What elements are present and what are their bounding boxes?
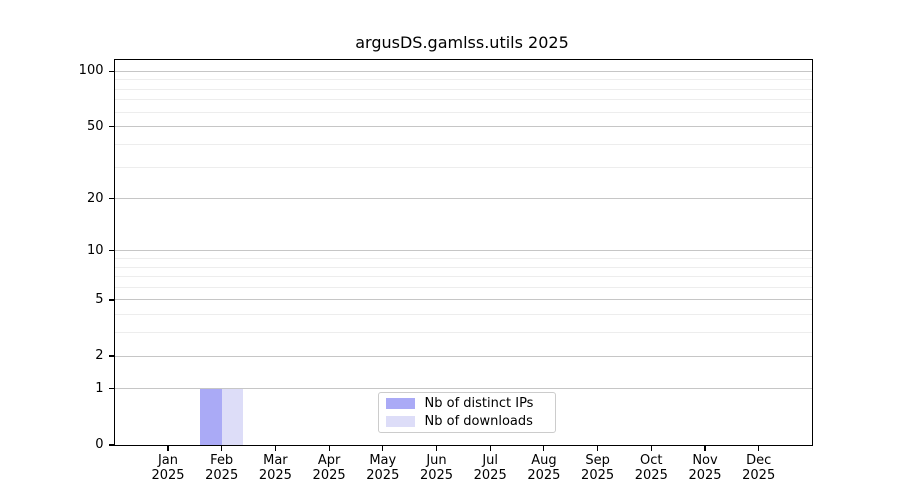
x-tick-month: Dec bbox=[746, 453, 772, 468]
legend-label-downloads: Nb of downloads bbox=[424, 413, 533, 429]
x-tick-mark bbox=[704, 445, 706, 451]
y-tick-mark bbox=[108, 388, 115, 390]
major-gridline bbox=[114, 299, 812, 301]
legend-item-downloads: Nb of downloads bbox=[385, 413, 555, 429]
x-tick-month: Feb bbox=[210, 453, 234, 468]
legend: Nb of distinct IPs Nb of downloads bbox=[377, 391, 556, 433]
x-tick-year: 2025 bbox=[258, 468, 292, 483]
bar-downloads bbox=[221, 388, 244, 445]
major-gridline bbox=[114, 198, 812, 200]
major-gridline bbox=[114, 355, 812, 357]
minor-gridline bbox=[114, 276, 812, 278]
x-tick-month: Sep bbox=[585, 453, 610, 468]
x-tick-mark bbox=[221, 445, 223, 451]
x-tick-year: 2025 bbox=[688, 468, 722, 483]
bar-distinct-ips bbox=[200, 388, 222, 445]
legend-item-distinct-ips: Nb of distinct IPs bbox=[385, 395, 555, 411]
major-gridline bbox=[114, 70, 812, 72]
y-tick-mark bbox=[108, 197, 115, 200]
y-tick-label: 5 bbox=[95, 291, 104, 307]
major-gridline bbox=[114, 126, 812, 128]
x-tick-year: 2025 bbox=[527, 468, 561, 483]
y-tick-label: 0 bbox=[95, 437, 104, 452]
x-tick-month: Nov bbox=[692, 453, 718, 468]
x-tick-year: 2025 bbox=[312, 468, 346, 483]
y-tick-mark bbox=[108, 299, 115, 301]
x-tick-mark bbox=[435, 445, 438, 451]
y-tick-label: 100 bbox=[78, 63, 104, 79]
x-tick-month: Aug bbox=[531, 453, 557, 468]
y-tick-mark bbox=[108, 355, 115, 357]
x-tick-year: 2025 bbox=[473, 468, 507, 483]
minor-gridline bbox=[114, 266, 812, 268]
x-tick-mark bbox=[597, 445, 599, 451]
y-tick-mark bbox=[108, 70, 115, 72]
x-tick-label: May 2025 bbox=[351, 453, 415, 483]
minor-gridline bbox=[114, 314, 812, 316]
x-tick-year: 2025 bbox=[742, 468, 776, 483]
minor-gridline bbox=[114, 166, 812, 168]
x-tick-label: Mar 2025 bbox=[243, 453, 307, 483]
y-tick-label: 20 bbox=[86, 190, 104, 206]
x-tick-label: Jan 2025 bbox=[136, 453, 200, 483]
y-tick-label: 2 bbox=[95, 348, 104, 364]
x-tick-label: Nov 2025 bbox=[673, 453, 737, 483]
x-tick-year: 2025 bbox=[151, 468, 185, 483]
x-tick-label: Dec 2025 bbox=[727, 453, 791, 483]
x-tick-label: Apr 2025 bbox=[297, 453, 361, 483]
legend-swatch-downloads bbox=[385, 415, 415, 427]
major-gridline bbox=[114, 250, 812, 252]
x-tick-month: Jul bbox=[482, 453, 499, 468]
x-tick-year: 2025 bbox=[205, 468, 239, 483]
x-tick-label: Aug 2025 bbox=[512, 453, 576, 483]
minor-gridline bbox=[114, 99, 812, 101]
x-tick-mark bbox=[650, 445, 652, 451]
y-tick-mark bbox=[108, 444, 115, 446]
x-tick-year: 2025 bbox=[634, 468, 668, 483]
x-tick-year: 2025 bbox=[419, 468, 454, 483]
x-tick-label: Jul 2025 bbox=[458, 453, 522, 483]
legend-label-distinct-ips: Nb of distinct IPs bbox=[424, 395, 534, 411]
chart-title: argusDS.gamlss.utils 2025 bbox=[355, 33, 569, 52]
x-tick-label: Sep 2025 bbox=[566, 453, 630, 483]
x-tick-month: May bbox=[369, 453, 397, 468]
x-tick-mark bbox=[382, 445, 384, 451]
y-tick-label: 1 bbox=[95, 380, 104, 396]
x-tick-mark bbox=[489, 445, 491, 451]
x-tick-month: Jun bbox=[426, 453, 447, 468]
x-tick-mark bbox=[328, 445, 330, 451]
minor-gridline bbox=[114, 88, 812, 90]
x-tick-month: Mar bbox=[263, 453, 288, 468]
y-tick-mark bbox=[108, 250, 115, 252]
minor-gridline bbox=[114, 111, 812, 113]
y-tick-mark bbox=[108, 126, 115, 128]
x-tick-mark bbox=[167, 445, 169, 451]
plot-area: Nb of distinct IPs Nb of downloads 0 1 2 5 1… bbox=[79, 58, 813, 483]
minor-gridline bbox=[114, 332, 812, 334]
x-tick-mark bbox=[758, 445, 760, 451]
legend-swatch-distinct-ips bbox=[385, 397, 415, 409]
minor-gridline bbox=[114, 79, 812, 81]
x-tick-mark bbox=[274, 445, 276, 451]
x-tick-label: Feb 2025 bbox=[190, 453, 254, 483]
y-tick-label: 50 bbox=[86, 118, 104, 134]
x-tick-label: Jun 2025 bbox=[405, 453, 469, 483]
x-tick-year: 2025 bbox=[366, 468, 400, 483]
x-tick-label: Oct 2025 bbox=[619, 453, 683, 483]
major-gridline bbox=[114, 388, 812, 390]
x-tick-mark bbox=[543, 445, 545, 451]
minor-gridline bbox=[114, 286, 812, 288]
x-tick-month: Apr bbox=[317, 453, 341, 468]
minor-gridline bbox=[114, 143, 812, 145]
minor-gridline bbox=[114, 258, 812, 260]
x-tick-year: 2025 bbox=[581, 468, 615, 483]
x-tick-month: Oct bbox=[640, 453, 663, 468]
x-tick-month: Jan bbox=[157, 453, 179, 468]
y-tick-label: 10 bbox=[86, 242, 104, 258]
